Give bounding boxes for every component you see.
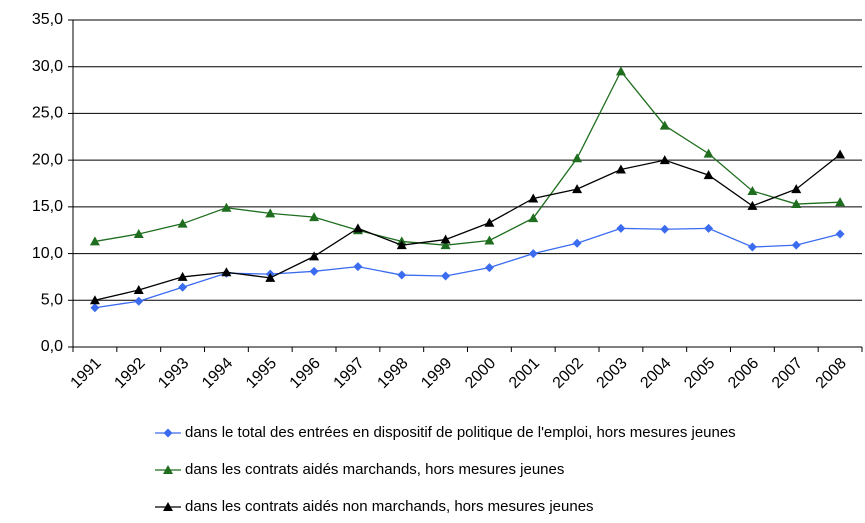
x-tick-label: 1998 — [374, 355, 411, 392]
point — [178, 282, 188, 292]
point — [133, 285, 144, 295]
point — [484, 263, 494, 273]
point — [396, 240, 407, 250]
point — [528, 249, 538, 259]
point — [703, 148, 714, 158]
x-tick-label: 2004 — [637, 355, 674, 392]
point — [572, 153, 583, 163]
point — [440, 234, 451, 244]
y-tick-label: 35,0 — [32, 11, 63, 28]
x-tick-label: 2001 — [506, 355, 543, 392]
x-tick-label: 2008 — [813, 355, 850, 392]
point — [615, 66, 626, 76]
point — [659, 155, 670, 165]
point — [572, 184, 583, 194]
point — [747, 200, 758, 210]
point — [89, 236, 100, 246]
point — [163, 428, 173, 438]
point — [265, 272, 276, 282]
point — [163, 502, 173, 511]
series-line — [94, 227, 841, 309]
x-tick-label: 2003 — [594, 355, 631, 392]
point — [441, 271, 451, 281]
point — [221, 202, 232, 212]
x-tick-label: 1993 — [155, 355, 192, 392]
point — [835, 149, 846, 159]
x-tick-label: 1997 — [331, 355, 368, 392]
x-tick-label: 1995 — [243, 355, 280, 392]
point — [704, 223, 714, 233]
point — [177, 218, 188, 228]
point — [397, 270, 407, 280]
point — [134, 296, 144, 306]
point — [703, 170, 714, 180]
legend-label: dans les contrats aidés non marchands, h… — [185, 498, 594, 515]
point — [309, 212, 320, 222]
point — [747, 185, 758, 195]
x-tick-label: 1999 — [418, 355, 455, 392]
point — [353, 262, 363, 272]
point — [615, 164, 626, 174]
series-line — [94, 70, 841, 246]
x-tick-label: 2002 — [550, 355, 587, 392]
y-tick-label: 20,0 — [32, 151, 63, 168]
point — [835, 229, 845, 239]
point — [309, 251, 320, 261]
point — [221, 267, 232, 277]
point — [791, 184, 802, 194]
point — [484, 235, 495, 245]
x-tick-label: 2006 — [725, 355, 762, 392]
x-tick-label: 2005 — [681, 355, 718, 392]
x-tick-label: 1992 — [111, 355, 148, 392]
x-tick-label: 1996 — [287, 355, 324, 392]
series-line — [94, 154, 841, 301]
point — [265, 208, 276, 218]
point — [352, 223, 363, 233]
legend-label: dans le total des entrées en dispositif … — [185, 424, 736, 441]
legend-label: dans les contrats aidés marchands, hors … — [185, 461, 564, 478]
point — [528, 213, 539, 223]
y-tick-label: 0,0 — [41, 338, 63, 355]
point — [440, 240, 451, 250]
point — [572, 238, 582, 248]
y-tick-label: 10,0 — [32, 245, 63, 262]
x-tick-label: 1994 — [199, 355, 236, 392]
point — [791, 199, 802, 209]
point — [309, 266, 319, 276]
x-tick-label: 2007 — [769, 355, 806, 392]
point — [133, 228, 144, 238]
point — [484, 217, 495, 227]
point — [660, 224, 670, 234]
y-tick-label: 25,0 — [32, 105, 63, 122]
y-tick-label: 5,0 — [41, 292, 63, 309]
point — [528, 193, 539, 203]
point — [89, 295, 100, 305]
point — [163, 465, 173, 474]
y-tick-label: 15,0 — [32, 198, 63, 215]
point — [90, 303, 100, 313]
x-tick-label: 1991 — [68, 355, 105, 392]
point — [747, 242, 757, 252]
x-tick-label: 2000 — [462, 355, 499, 392]
point — [177, 271, 188, 281]
point — [835, 197, 846, 207]
y-tick-label: 30,0 — [32, 58, 63, 75]
point — [659, 120, 670, 130]
point — [616, 223, 626, 233]
point — [791, 240, 801, 250]
